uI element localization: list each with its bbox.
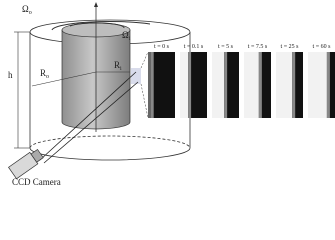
snapshot-strip: t = 0 s t = 0.1 s t = 5 s t = 7.5 s t = 25 s… — [148, 44, 335, 118]
rotation-outer — [51, 21, 151, 31]
snapshot-label: t = 0 s — [154, 44, 170, 50]
snapshot-gradient — [224, 52, 228, 118]
snapshot-label: t = 25 s — [281, 44, 300, 50]
axis-arrow — [94, 2, 98, 7]
snapshot-bright — [308, 52, 327, 118]
symbol: Ω — [22, 4, 29, 14]
height-label: h — [8, 70, 13, 80]
symbol: R — [40, 68, 46, 78]
omega-outer-label: Ωo — [22, 4, 32, 16]
camera — [8, 148, 44, 180]
figure: h Ωo Ωi Ro Ri CCD Camera t = 0 s t = 0.1 … — [8, 2, 335, 187]
symbol: Ω — [122, 30, 129, 40]
snapshot-label: t = 60 s — [313, 44, 332, 50]
snapshot-bright — [180, 52, 189, 118]
snapshot-bright — [276, 52, 293, 118]
subscript: i — [120, 66, 122, 72]
height-dimension — [14, 31, 30, 149]
observation-window — [131, 68, 141, 84]
snapshot-bright — [212, 52, 225, 118]
zoom-lines — [140, 51, 149, 119]
camera-rays — [39, 71, 139, 164]
snapshot-gradient — [326, 52, 330, 118]
snapshot-bright — [244, 52, 259, 118]
snapshot-label: t = 7.5 s — [248, 44, 268, 50]
snapshot-label: t = 0.1 s — [184, 44, 204, 50]
subscript: o — [46, 74, 49, 80]
snapshot-bright — [148, 52, 151, 118]
snapshot-gradient — [258, 52, 262, 118]
radius-outer-line — [31, 71, 97, 87]
radius-inner-label: Ri — [114, 60, 122, 72]
snapshot-gradient — [150, 52, 154, 118]
camera-label: CCD Camera — [12, 177, 61, 187]
subscript: i — [129, 36, 131, 42]
symbol: R — [114, 60, 120, 70]
snapshot-gradient — [188, 52, 192, 118]
radius-outer-label: Ro — [40, 68, 49, 80]
snapshot-label: t = 5 s — [218, 44, 234, 50]
rotation-inner — [69, 22, 125, 29]
omega-inner-label: Ωi — [122, 30, 131, 42]
snapshot-gradient — [292, 52, 296, 118]
subscript: o — [29, 10, 32, 16]
